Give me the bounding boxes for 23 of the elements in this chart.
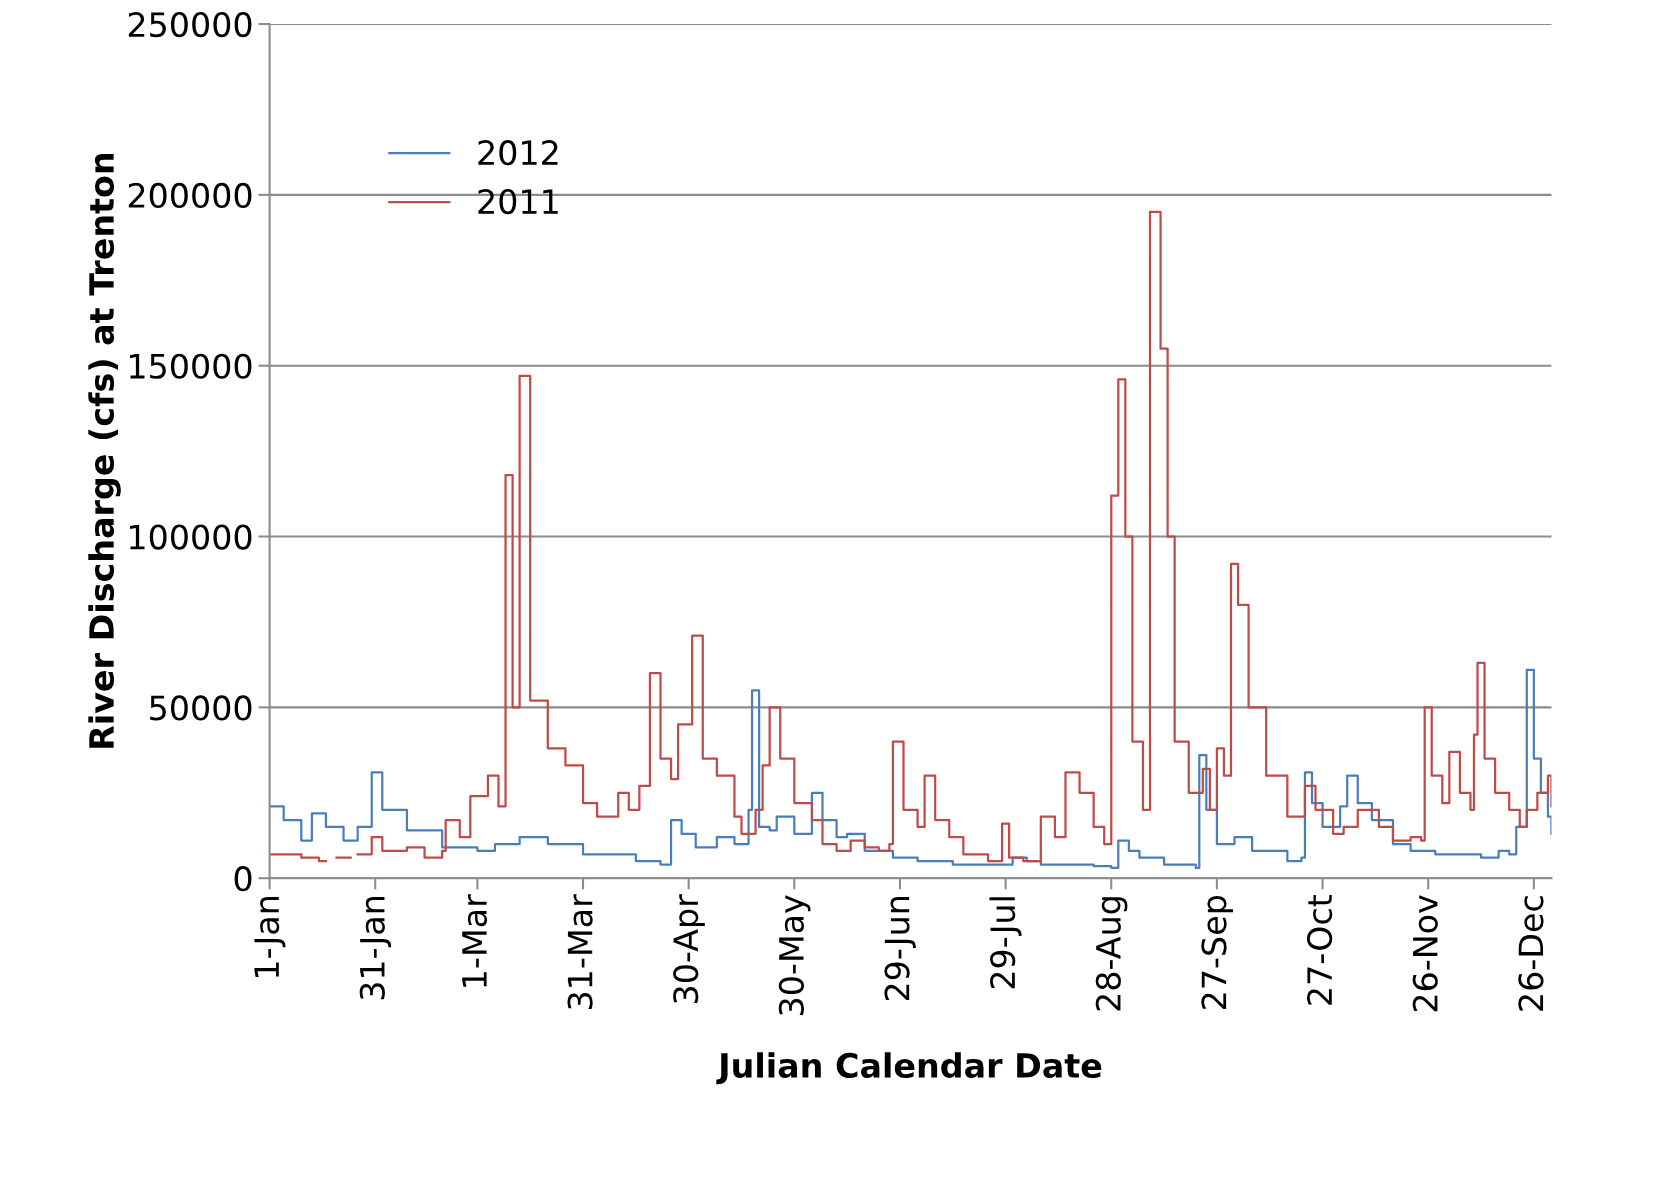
legend-label: 2012 <box>478 140 558 166</box>
x-tick-label: 31-Mar <box>567 894 593 1009</box>
x-axis-title: Julian Calendar Date <box>716 1052 1102 1085</box>
x-tick-label: 30-Apr <box>673 894 705 1003</box>
y-tick-label: 50000 <box>150 695 252 721</box>
x-tick-label: 29-Jun <box>884 896 916 1001</box>
x-tick-label: 26-Nov <box>1412 895 1438 1012</box>
x-tick-label: 26-Dec <box>1518 896 1544 1011</box>
legend-label: 2011 <box>478 188 558 215</box>
y-tick-label: 0 <box>234 866 252 892</box>
y-tick-label: 150000 <box>130 353 252 379</box>
x-tick-label: 31-Jan <box>359 896 392 1000</box>
x-tick-label: 29-Jul <box>989 897 1022 989</box>
x-tick-label: 28-Aug <box>1095 897 1128 1011</box>
y-axis-title: River Discharge (cfs) at Trenton <box>88 153 121 748</box>
x-tick-label: 1-Jan <box>254 896 286 977</box>
y-tick-label: 200000 <box>128 182 252 209</box>
x-tick-label: 27-Oct <box>1307 894 1333 1005</box>
x-tick-label: 1-Mar <box>462 894 488 987</box>
x-tick-label: 27-Sep <box>1201 895 1234 1009</box>
y-tick-label: 250000 <box>128 11 252 38</box>
y-tick-label: 100000 <box>130 524 252 550</box>
x-tick-label: 30-May <box>778 895 811 1015</box>
